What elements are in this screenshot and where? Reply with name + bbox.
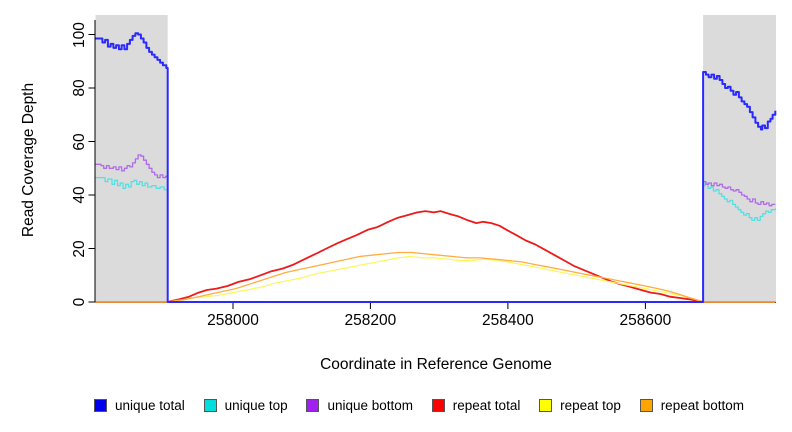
series-line-unique-top <box>95 176 776 303</box>
legend-label: unique total <box>115 397 185 413</box>
legend-label: repeat top <box>560 397 621 413</box>
series-line-repeat-top <box>95 255 776 303</box>
legend-item-unique-bottom: unique bottom <box>306 398 413 413</box>
x-tick-label: 258200 <box>344 312 397 329</box>
unique-top-swatch-icon <box>203 398 217 412</box>
series-line-repeat-bottom <box>95 251 776 303</box>
shaded-region-flank-left <box>95 15 168 302</box>
y-tick-label: 100 <box>71 21 88 48</box>
legend-label: repeat total <box>452 397 521 413</box>
y-axis-title: Read Coverage Depth <box>20 82 37 238</box>
y-tick-label: 40 <box>71 186 88 204</box>
repeat-total-swatch-icon <box>431 398 445 412</box>
legend-item-repeat-top: repeat top <box>539 398 621 413</box>
legend: unique total unique top unique bottom re… <box>94 396 744 414</box>
repeat-top-swatch-icon <box>539 398 553 412</box>
series-line-repeat-total <box>95 210 776 303</box>
shaded-region-flank-right <box>703 15 776 302</box>
legend-item-unique-top: unique top <box>203 397 288 413</box>
series-line-unique-total <box>95 32 777 303</box>
y-tick-label: 20 <box>71 239 88 258</box>
x-tick-label: 258600 <box>619 312 672 329</box>
legend-label: repeat bottom <box>660 397 744 413</box>
legend-item-repeat-total: repeat total <box>431 397 521 413</box>
unique-bottom-swatch-icon <box>306 398 320 412</box>
y-tick-label: 0 <box>71 297 88 307</box>
x-tick-label: 258400 <box>482 312 534 329</box>
series-line-unique-bottom <box>95 154 776 303</box>
x-axis-title: Coordinate in Reference Genome <box>320 356 552 373</box>
repeat-bottom-swatch-icon <box>639 398 653 412</box>
legend-label: unique top <box>224 397 288 413</box>
legend-item-unique-total: unique total <box>94 398 185 413</box>
legend-label: unique bottom <box>327 397 413 413</box>
unique-total-swatch-icon <box>94 398 107 412</box>
x-tick-label: 258000 <box>207 312 259 329</box>
y-tick-label: 60 <box>71 132 88 151</box>
y-tick-label: 80 <box>71 79 88 97</box>
legend-item-repeat-bottom: repeat bottom <box>639 397 744 413</box>
